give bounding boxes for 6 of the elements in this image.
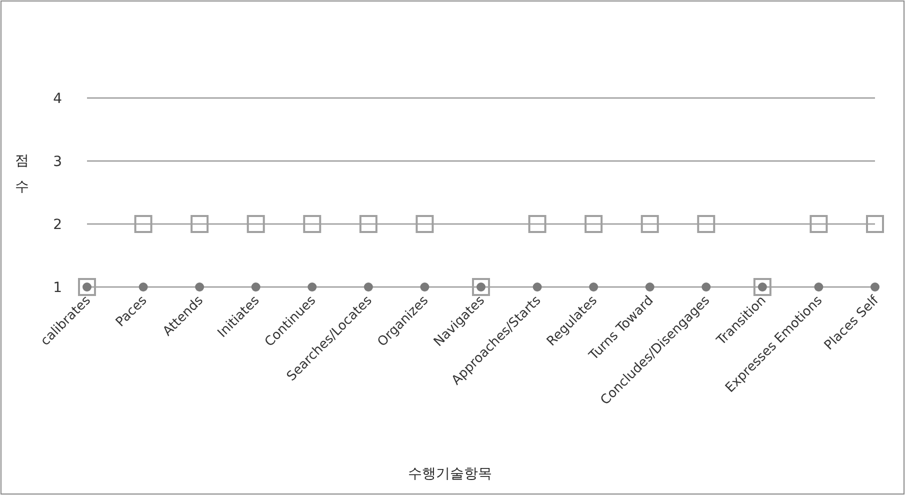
y-tick-label: 3 bbox=[53, 154, 62, 170]
y-tick-label: 1 bbox=[53, 280, 62, 296]
y-tick-label: 2 bbox=[53, 217, 62, 233]
y-tick-label: 4 bbox=[53, 91, 62, 107]
x-axis-title: 수행기술항목 bbox=[408, 466, 492, 482]
y-axis-title: 점수 bbox=[15, 153, 29, 195]
